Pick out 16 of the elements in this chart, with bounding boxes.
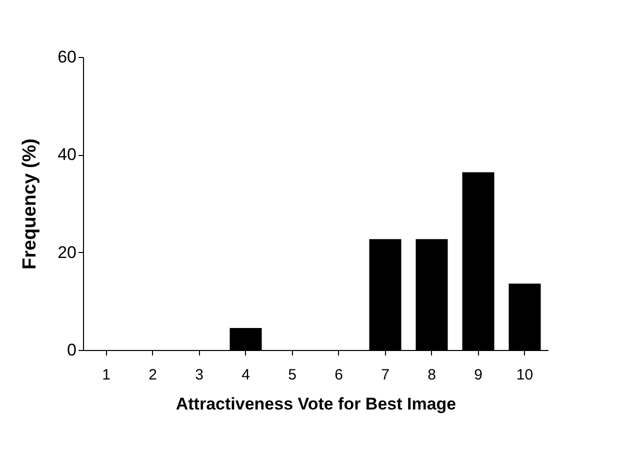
x-tick-label: 2	[148, 366, 157, 384]
x-tick-label: 8	[428, 366, 436, 384]
y-tick-label: 40	[58, 145, 76, 164]
x-axis-title: Attractiveness Vote for Best Image	[176, 394, 456, 414]
x-tick-label: 3	[195, 366, 204, 384]
x-tick-label: 9	[474, 366, 482, 384]
x-tick-label: 1	[102, 366, 110, 384]
x-tick-label: 6	[334, 366, 343, 384]
x-tick-label: 5	[288, 366, 296, 384]
y-tick-label: 0	[67, 340, 76, 360]
x-tick-label: 10	[516, 366, 534, 384]
y-axis-title: Frequency (%)	[20, 138, 41, 270]
y-tick-label: 60	[58, 48, 76, 66]
x-tick-label: 7	[381, 366, 390, 384]
x-tick-label: 4	[242, 366, 250, 384]
y-tick-label: 20	[58, 242, 76, 262]
